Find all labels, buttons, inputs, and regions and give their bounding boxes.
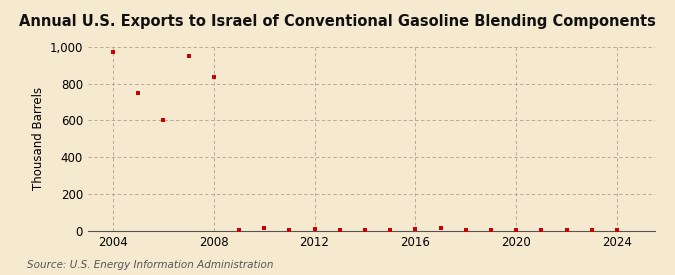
Point bbox=[385, 227, 396, 232]
Point bbox=[536, 228, 547, 232]
Point bbox=[460, 227, 471, 232]
Point bbox=[107, 50, 118, 54]
Y-axis label: Thousand Barrels: Thousand Barrels bbox=[32, 87, 45, 190]
Text: Annual U.S. Exports to Israel of Conventional Gasoline Blending Components: Annual U.S. Exports to Israel of Convent… bbox=[19, 14, 656, 29]
Point bbox=[284, 227, 295, 232]
Point bbox=[259, 226, 269, 230]
Point bbox=[435, 226, 446, 231]
Point bbox=[234, 228, 244, 232]
Point bbox=[133, 91, 144, 95]
Point bbox=[410, 227, 421, 232]
Point bbox=[309, 227, 320, 231]
Point bbox=[334, 228, 345, 232]
Point bbox=[612, 228, 622, 232]
Point bbox=[485, 228, 496, 232]
Point bbox=[511, 228, 522, 232]
Point bbox=[158, 118, 169, 122]
Point bbox=[209, 75, 219, 79]
Point bbox=[360, 227, 371, 232]
Point bbox=[561, 227, 572, 232]
Text: Source: U.S. Energy Information Administration: Source: U.S. Energy Information Administ… bbox=[27, 260, 273, 270]
Point bbox=[183, 53, 194, 58]
Point bbox=[587, 228, 597, 232]
